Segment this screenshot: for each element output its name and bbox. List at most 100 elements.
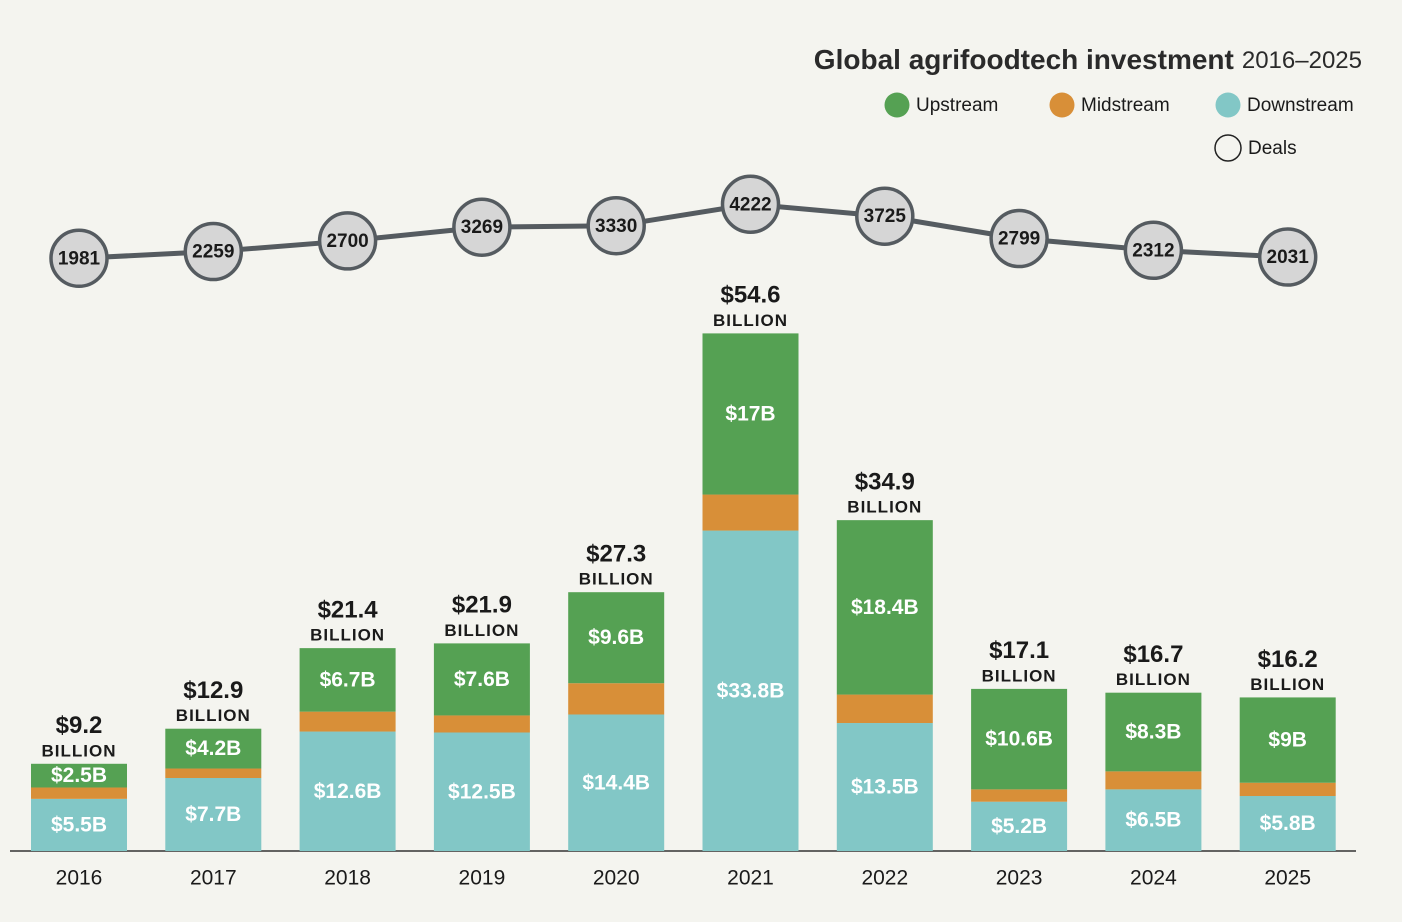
bar-segment	[299, 711, 396, 732]
bar-segment	[1239, 796, 1336, 851]
bar-segment	[971, 688, 1068, 790]
x-tick-label: 2020	[593, 867, 640, 890]
legend-label: Midstream	[1081, 95, 1170, 116]
x-tick-label: 2023	[996, 867, 1043, 890]
bar-segment	[702, 333, 799, 495]
bar-segment	[836, 694, 933, 724]
segment-label: $17B	[725, 403, 775, 426]
x-tick-label: 2016	[56, 867, 103, 890]
total-label: $21.9	[452, 592, 512, 619]
bar-segment	[31, 787, 127, 799]
segment-label: $10.6B	[985, 728, 1053, 751]
deal-label: 3330	[595, 216, 637, 237]
total-unit: BILLION	[444, 621, 519, 640]
bar-segment	[1105, 771, 1202, 790]
deal-marker	[1123, 220, 1184, 281]
segment-label: $6.5B	[1125, 809, 1181, 832]
x-tick-label: 2021	[727, 867, 774, 890]
bar-segment	[31, 763, 127, 788]
deal-label: 2312	[1132, 240, 1174, 261]
bar-segment	[165, 728, 262, 769]
total-label: $16.2	[1258, 646, 1318, 673]
segment-label: $12.6B	[314, 780, 382, 803]
bar-segment	[1239, 697, 1336, 783]
total-label: $21.4	[318, 596, 379, 623]
segment-label: $8.3B	[1125, 721, 1181, 744]
legend-swatch	[1215, 92, 1241, 118]
bar-segment	[433, 732, 530, 851]
bar-segment	[702, 530, 799, 851]
total-unit: BILLION	[579, 570, 654, 589]
total-label: $34.9	[855, 468, 915, 495]
deal-marker	[989, 208, 1049, 269]
deal-label: 2031	[1267, 247, 1310, 268]
bar-segment	[299, 648, 396, 712]
x-tick-label: 2019	[459, 867, 506, 890]
deal-marker	[1257, 227, 1318, 287]
deal-label: 2700	[326, 231, 368, 252]
deal-label: 4222	[729, 194, 771, 215]
segment-label: $14.4B	[582, 771, 650, 794]
bar-segment	[702, 494, 799, 531]
x-tick-label: 2025	[1264, 867, 1311, 890]
bar-segment	[433, 715, 530, 733]
segment-label: $5.8B	[1260, 812, 1316, 835]
total-unit: BILLION	[847, 498, 922, 517]
deal-marker	[452, 197, 512, 257]
segment-label: $2.5B	[51, 764, 107, 787]
deal-marker	[317, 211, 378, 271]
legend-label: Downstream	[1247, 95, 1354, 116]
total-unit: BILLION	[713, 311, 788, 330]
legend-swatch	[884, 92, 910, 118]
segment-label: $18.4B	[851, 596, 919, 619]
deal-marker	[855, 186, 915, 246]
legend-swatch	[1049, 92, 1075, 118]
bar-segment	[971, 789, 1068, 802]
bar-segment	[165, 778, 262, 851]
total-label: $27.3	[586, 541, 646, 568]
deal-marker	[586, 195, 646, 256]
bar-segment	[31, 798, 127, 851]
legend-label: Upstream	[916, 95, 998, 116]
deal-label: 2799	[998, 229, 1040, 250]
total-label: $12.9	[183, 677, 243, 704]
segment-label: $9.6B	[588, 626, 644, 649]
segment-label: $5.2B	[991, 815, 1047, 838]
total-unit: BILLION	[42, 741, 117, 760]
total-label: $16.7	[1123, 641, 1183, 668]
legend-swatch	[1214, 134, 1242, 162]
deals-line	[78, 201, 1288, 261]
bar-segment	[165, 768, 262, 779]
bar-segment	[1239, 782, 1336, 797]
bar-segment	[568, 683, 665, 715]
x-tick-label: 2017	[190, 867, 237, 890]
bar-segment	[836, 723, 933, 851]
title: Global agrifoodtech investment	[814, 44, 1234, 75]
segment-label: $7.7B	[185, 803, 241, 826]
total-unit: BILLION	[1116, 670, 1191, 689]
legend-label: Deals	[1248, 138, 1297, 159]
total-label: $17.1	[989, 637, 1049, 664]
deal-label: 2259	[192, 242, 234, 263]
deal-label: 3725	[864, 206, 907, 227]
total-label: $9.2	[56, 712, 103, 739]
segment-label: $7.6B	[454, 668, 510, 691]
bar-segment	[1105, 692, 1202, 772]
x-tick-label: 2018	[324, 867, 371, 890]
deal-label: 1981	[58, 248, 101, 269]
segment-label: $5.5B	[51, 813, 107, 836]
segment-label: $6.7B	[320, 668, 376, 691]
chart-title: Global agrifoodtech investment 2016–2025	[814, 44, 1362, 75]
bar-segment	[971, 801, 1068, 851]
deal-marker	[49, 228, 109, 289]
total-unit: BILLION	[982, 666, 1057, 685]
total-unit: BILLION	[1250, 675, 1325, 694]
bar-segment	[1105, 789, 1202, 851]
segment-label: $12.5B	[448, 780, 516, 803]
bar-segment	[433, 643, 530, 716]
total-unit: BILLION	[176, 706, 251, 725]
x-tick-label: 2022	[861, 867, 908, 890]
segment-label: $13.5B	[851, 776, 919, 799]
deal-marker	[183, 221, 244, 282]
